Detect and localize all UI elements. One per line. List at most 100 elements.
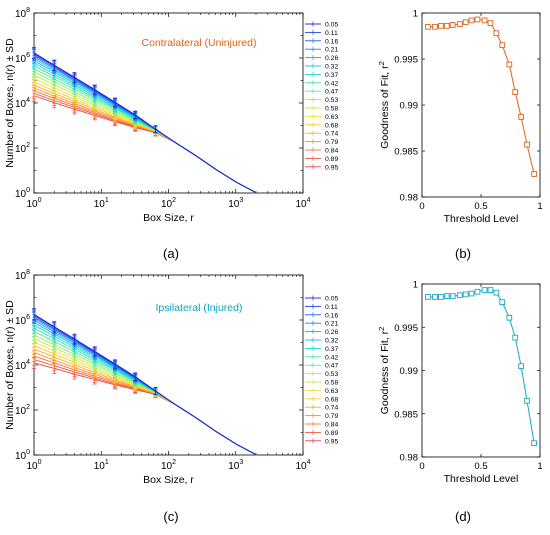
x-tick-label: 104	[295, 459, 310, 472]
x-tick-label: 102	[161, 197, 176, 210]
series-line	[33, 313, 257, 456]
y-tick-label: 106	[15, 52, 30, 65]
legend: 0.050.110.16 0.210.26 0.320.370.42 0.470.53…	[305, 21, 338, 171]
fit-marker	[481, 287, 488, 293]
fit-marker	[432, 294, 438, 300]
x-tick-label: 0.5	[474, 201, 487, 212]
x-tick-label: 1	[537, 461, 542, 472]
y-tick-label: 102	[15, 404, 30, 417]
y-tick-label: 100	[15, 449, 30, 462]
legend-label: 0.11	[325, 304, 338, 311]
legend-label: 0.11	[325, 30, 338, 37]
y-axis-label: Goodness of Fit, r2	[377, 327, 391, 415]
legend-label: 0.05	[325, 22, 338, 29]
legend-label: 0.47	[325, 363, 338, 370]
legend-label: 0.58	[325, 380, 338, 387]
fit-marker	[524, 141, 530, 148]
fit-marker	[487, 20, 494, 26]
fit-marker	[456, 292, 463, 299]
fit-marker	[432, 23, 438, 30]
legend-label: 0.53	[325, 371, 338, 378]
fit-marker	[449, 22, 456, 28]
legend-label: 0.79	[325, 413, 338, 420]
panel-a-chart: 100 101 102 103 104 100 102 104 106 108 Box Size, …	[4, 7, 338, 224]
legend-label: 0.63	[325, 388, 338, 395]
fit-marker	[425, 294, 431, 300]
y-tick-label: 1	[413, 9, 418, 20]
y-axis-label: Goodness of Fit, r2	[377, 61, 391, 149]
legend-label: 0.68	[325, 122, 338, 129]
y-tick-label: 0.985	[394, 147, 418, 158]
fit-marker	[443, 23, 450, 29]
legend-label: 0.68	[325, 396, 338, 403]
legend-label: 0.95	[325, 164, 338, 171]
fit-marker	[512, 334, 519, 341]
legend-label: 0.63	[325, 114, 338, 121]
legend-label: 0.21	[325, 47, 338, 54]
panel-d-chart: 0 0.5 1 0.98 0.985 0.99 0.995 1 Threshold Level G…	[377, 280, 543, 486]
fit-marker	[487, 287, 494, 293]
y-tick-label: 0.985	[394, 409, 418, 420]
x-tick-label: 100	[26, 197, 41, 210]
legend-label: 0.89	[325, 156, 338, 163]
x-tick-label: 101	[94, 459, 109, 472]
fit-marker	[499, 299, 506, 306]
legend-label: 0.26	[325, 329, 338, 336]
y-tick-label: 1	[413, 280, 418, 291]
legend-label: 0.95	[325, 438, 338, 445]
x-tick-label: 102	[161, 459, 176, 472]
y-tick-label: 108	[15, 7, 30, 20]
legend-label: 0.37	[325, 346, 338, 353]
fit-marker	[506, 61, 513, 68]
x-tick-label: 101	[94, 197, 109, 210]
fit-marker	[462, 291, 469, 298]
legend-label: 0.21	[325, 321, 338, 328]
series-line	[33, 52, 257, 194]
y-tick-label: 108	[15, 269, 30, 282]
legend-label: 0.05	[325, 296, 338, 303]
fit-marker	[531, 440, 537, 447]
legend-label: 0.42	[325, 354, 338, 361]
fit-marker	[499, 42, 506, 49]
legend-label: 0.84	[325, 148, 338, 155]
panel-label-c: (c)	[163, 509, 178, 524]
y-tick-label: 0.99	[400, 101, 419, 112]
x-axis-label: Box Size, r	[143, 212, 194, 224]
legend-label: 0.74	[325, 405, 338, 412]
y-tick-label: 100	[15, 187, 30, 200]
legend-label: 0.58	[325, 106, 338, 113]
legend-label: 0.84	[325, 422, 338, 429]
fit-marker	[531, 171, 537, 177]
x-tick-label: 103	[228, 197, 243, 210]
fit-marker	[438, 23, 444, 29]
chart-title: Ipsilateral (Injured)	[156, 302, 243, 314]
legend-label: 0.26	[325, 55, 338, 62]
fit-marker	[506, 314, 513, 321]
fit-marker	[524, 397, 530, 404]
x-axis-label: Threshold Level	[444, 213, 519, 225]
fit-marker	[468, 290, 475, 297]
fit-marker	[474, 16, 481, 23]
x-tick-label: 103	[228, 459, 243, 472]
x-tick-label: 0.5	[474, 461, 487, 472]
fit-marker	[443, 293, 450, 299]
legend-label: 0.42	[325, 80, 338, 87]
fit-marker	[456, 21, 463, 27]
y-tick-label: 0.995	[394, 55, 418, 66]
fit-marker	[512, 89, 519, 95]
panel-label-d: (d)	[455, 509, 471, 524]
legend-label: 0.37	[325, 72, 338, 79]
fit-marker	[481, 17, 488, 24]
y-tick-label: 0.995	[394, 323, 418, 334]
legend-label: 0.16	[325, 38, 338, 45]
y-axis-label: Number of Boxes, n(r) ± SD	[4, 300, 16, 430]
panel-b-chart: 0 0.5 1 0.98 0.985 0.99 0.995 1 Threshold Level G…	[377, 9, 543, 226]
x-tick-label: 1	[537, 201, 542, 212]
x-tick-label: 104	[295, 197, 310, 210]
y-tick-label: 0.99	[400, 366, 419, 377]
x-axis-label: Threshold Level	[444, 473, 519, 485]
legend-label: 0.79	[325, 139, 338, 146]
panel-label-b: (b)	[455, 246, 471, 261]
x-tick-label: 0	[419, 461, 424, 472]
x-tick-label: 100	[26, 459, 41, 472]
